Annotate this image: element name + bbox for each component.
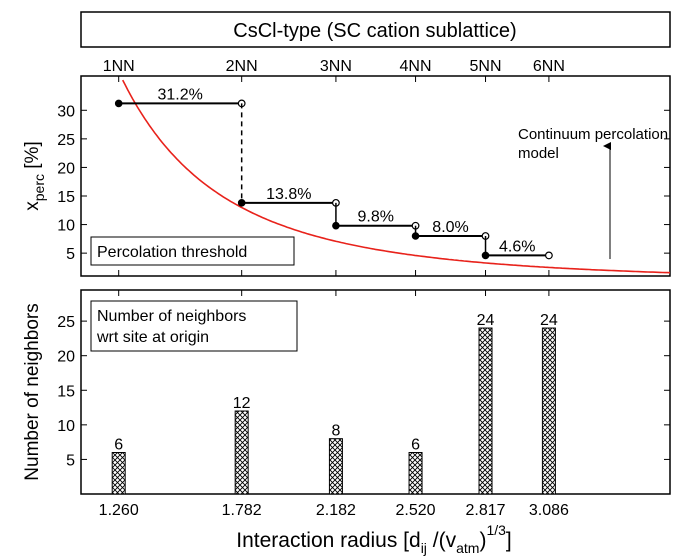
nn-label-5: 5NN bbox=[470, 58, 502, 75]
top-y-tick-labels: 5 10 15 20 25 30 bbox=[57, 103, 75, 263]
bar-value-label: 24 bbox=[540, 312, 558, 329]
neighbors-box-line1: Number of neighbors bbox=[97, 308, 246, 325]
step-label: 8.0% bbox=[432, 219, 468, 236]
neighbors-box-line2: wrt site at origin bbox=[96, 329, 209, 346]
step-start-point bbox=[332, 221, 340, 230]
step-label: 9.8% bbox=[358, 209, 394, 226]
nn-label-3: 3NN bbox=[320, 58, 352, 75]
x-tick-label: 1.260 bbox=[99, 502, 139, 519]
figure-header: CsCl-type (SC cation sublattice) bbox=[80, 11, 671, 48]
step-start-point bbox=[114, 99, 123, 108]
neighbors-legend-box: Number of neighbors wrt site at origin bbox=[90, 300, 298, 352]
bottom-y-tick-label: 5 bbox=[66, 452, 75, 469]
figure-title: CsCl-type (SC cation sublattice) bbox=[233, 20, 516, 42]
model-label-line1: Continuum percolation bbox=[518, 126, 668, 143]
bar-value-label: 24 bbox=[477, 312, 495, 329]
x-tick-label: 2.817 bbox=[466, 502, 506, 519]
bottom-y-tick-labels: 5 10 15 20 25 bbox=[57, 314, 75, 469]
neighbor-bar bbox=[408, 452, 423, 495]
nn-label-1: 1NN bbox=[103, 58, 135, 75]
bottom-y-tick-label: 25 bbox=[57, 314, 75, 331]
x-tick-label: 2.182 bbox=[316, 502, 356, 519]
top-y-tick-label: 5 bbox=[66, 246, 75, 263]
bar-value-label: 6 bbox=[411, 437, 420, 454]
top-y-axis-label-unit: [%] bbox=[22, 141, 43, 174]
bottom-y-tick-label: 20 bbox=[57, 349, 75, 366]
neighbor-bar bbox=[111, 452, 126, 495]
x-axis-label: Interaction radius [dij /(vatm)1/3] bbox=[236, 522, 512, 556]
top-y-axis-label-sub: perc bbox=[31, 174, 47, 201]
x-axis-label-end: ] bbox=[506, 529, 512, 552]
top-y-axis-label: xperc [%] bbox=[22, 141, 47, 210]
step-label: 13.8% bbox=[266, 186, 311, 203]
top-panel-frame bbox=[80, 75, 671, 277]
step-start-point bbox=[237, 199, 246, 207]
neighbor-bar bbox=[234, 410, 249, 495]
top-y-tick-label: 10 bbox=[57, 218, 75, 235]
x-axis-label-close: ) bbox=[479, 529, 486, 552]
bottom-y-tick-label: 10 bbox=[57, 418, 75, 435]
percolation-step-lines bbox=[114, 99, 553, 260]
model-label-line2: model bbox=[518, 145, 559, 162]
percolation-threshold-box: Percolation threshold bbox=[90, 236, 295, 266]
top-axis-labels: 1NN 2NN 3NN 4NN 5NN 6NN bbox=[103, 58, 565, 75]
x-axis-label-sub1: ij bbox=[421, 540, 427, 556]
x-tick-label: 1.782 bbox=[222, 502, 262, 519]
top-y-tick-label: 25 bbox=[57, 132, 75, 149]
nn-label-2: 2NN bbox=[226, 58, 258, 75]
step-end-point bbox=[545, 251, 553, 260]
step-start-point bbox=[411, 232, 420, 240]
x-tick-labels: 1.260 1.782 2.182 2.520 2.817 3.086 bbox=[99, 502, 569, 519]
bar-value-label: 12 bbox=[233, 395, 251, 412]
continuum-percolation-curve bbox=[121, 79, 671, 274]
top-y-tick-label: 30 bbox=[57, 103, 75, 120]
neighbor-bar bbox=[541, 327, 556, 495]
bar-value-label: 8 bbox=[331, 423, 340, 440]
x-tick-label: 3.086 bbox=[529, 502, 569, 519]
bottom-panel-frame bbox=[80, 289, 671, 495]
percolation-threshold-label: Percolation threshold bbox=[97, 244, 247, 261]
x-axis-label-mid: /(v bbox=[427, 529, 457, 552]
x-axis-label-main: Interaction radius [d bbox=[236, 529, 420, 552]
x-axis-label-sub2: atm bbox=[456, 540, 479, 556]
top-y-tick-label: 15 bbox=[57, 189, 75, 206]
continuum-model-annotation: Continuum percolation model bbox=[518, 126, 668, 259]
step-label: 4.6% bbox=[499, 238, 535, 255]
percolation-step-labels: 31.2% 13.8% 9.8% 8.0% 4.6% bbox=[158, 86, 536, 255]
top-y-axis-label-main: x bbox=[22, 201, 43, 211]
bar-value-label: 6 bbox=[114, 437, 123, 454]
neighbor-bars bbox=[111, 327, 556, 495]
nn-label-4: 4NN bbox=[400, 58, 432, 75]
x-tick-label: 2.520 bbox=[396, 502, 436, 519]
neighbor-bar bbox=[328, 438, 343, 495]
step-label: 31.2% bbox=[158, 86, 203, 103]
neighbor-bar-labels: 6 12 8 6 24 24 bbox=[114, 312, 558, 453]
neighbor-bar bbox=[478, 327, 493, 495]
bottom-y-tick-label: 15 bbox=[57, 383, 75, 400]
x-axis-label-sup: 1/3 bbox=[486, 522, 506, 538]
top-panel-ticks bbox=[81, 76, 670, 276]
step-start-point bbox=[481, 251, 490, 260]
bottom-y-axis-label: Number of neighbors bbox=[22, 303, 43, 480]
nn-label-6: 6NN bbox=[533, 58, 565, 75]
top-y-tick-label: 20 bbox=[57, 160, 75, 177]
